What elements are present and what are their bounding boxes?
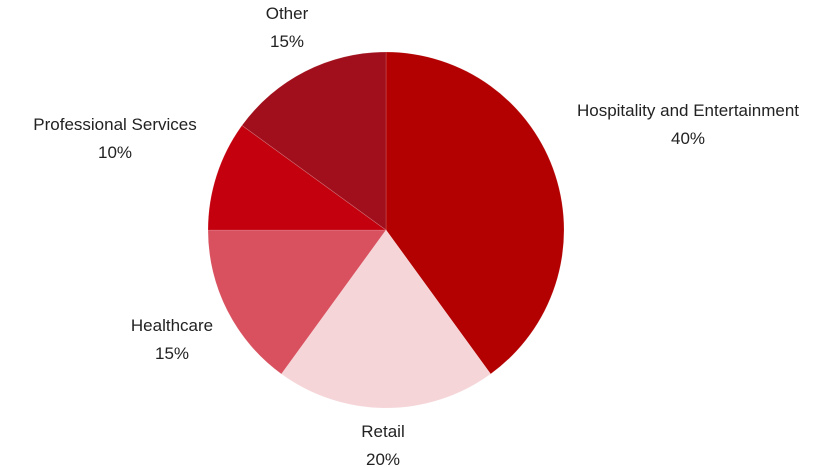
slice-label-healthcare: Healthcare 15% — [131, 316, 213, 363]
slice-label-other: Other 15% — [266, 4, 309, 51]
slice-category-label: Professional Services — [33, 115, 196, 134]
pie-slice-hospitality-and-entertainment — [385, 51, 565, 375]
slice-percent-label: 20% — [366, 450, 400, 467]
slice-label-hospitality-and-entertainment: Hospitality and Entertainment 40% — [577, 101, 799, 148]
pie-slice-other — [241, 51, 387, 231]
pie-slice-professional-services — [207, 124, 387, 231]
slice-category-label: Retail — [361, 422, 404, 441]
slice-percent-label: 40% — [671, 129, 705, 148]
slice-percent-label: 15% — [270, 32, 304, 51]
slice-label-professional-services: Professional Services 10% — [33, 115, 196, 162]
slice-percent-label: 10% — [98, 143, 132, 162]
pie-labels: Hospitality and Entertainment 40% Retail 20… — [33, 4, 799, 467]
slice-category-label: Healthcare — [131, 316, 213, 335]
slice-label-retail: Retail 20% — [361, 422, 404, 467]
pie-slices — [207, 51, 565, 409]
slice-category-label: Hospitality and Entertainment — [577, 101, 799, 120]
pie-slice-retail — [280, 229, 492, 409]
pie-slice-healthcare — [207, 229, 387, 375]
slice-category-label: Other — [266, 4, 309, 23]
slice-percent-label: 15% — [155, 344, 189, 363]
